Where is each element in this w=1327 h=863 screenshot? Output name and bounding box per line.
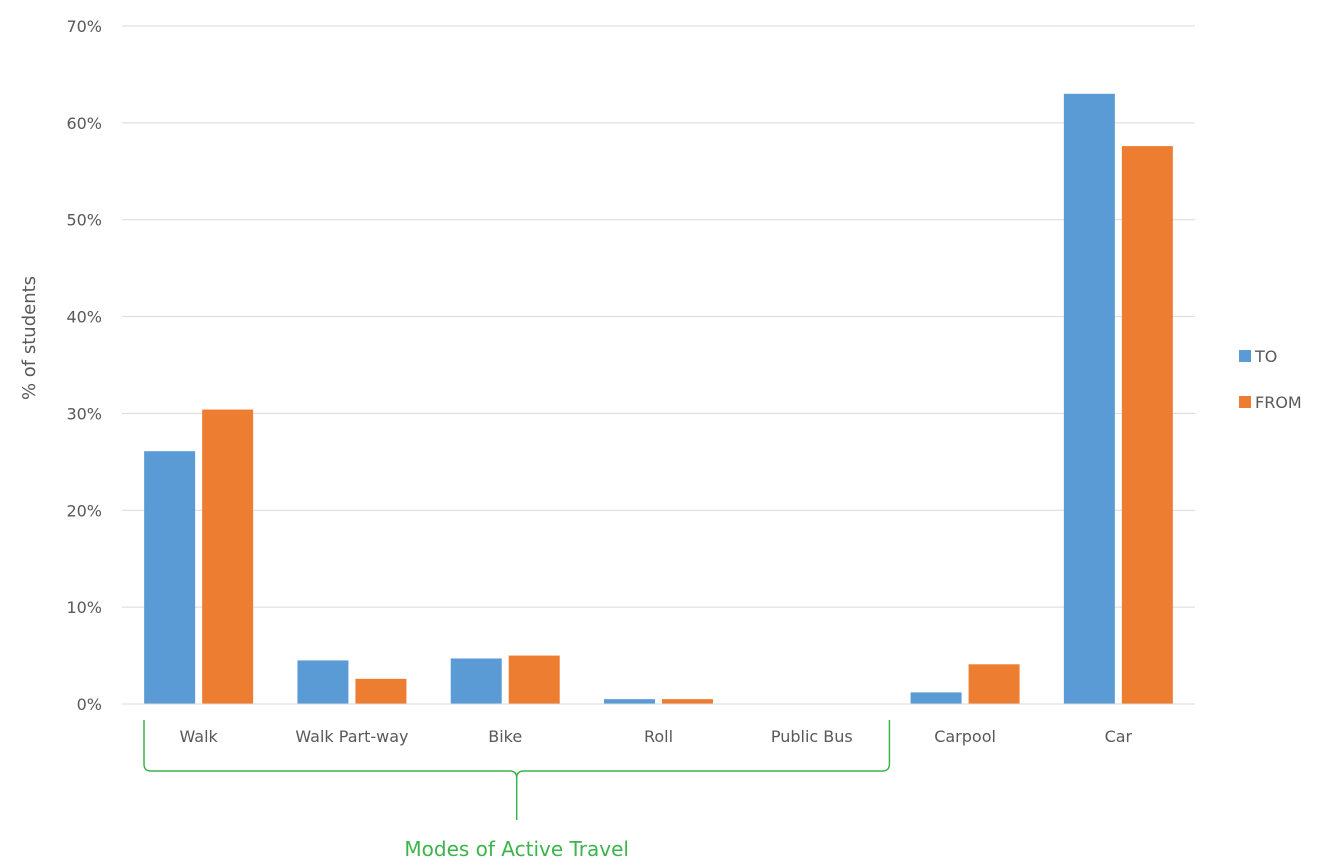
y-tick-label: 20% [66,501,102,520]
bar-from [968,664,1020,704]
bar-from [202,409,254,704]
y-axis-title: % of students [19,276,40,400]
x-category-label: Bike [488,727,522,746]
bar-to [450,658,502,704]
bar-to [297,660,349,704]
bar-to [604,699,655,704]
y-tick-label: 50% [66,211,102,230]
bar-to [1063,93,1115,705]
x-category-label: Walk [179,727,218,746]
bars [144,93,1173,705]
y-tick-label: 60% [66,114,102,133]
x-category-label: Public Bus [771,727,853,746]
bar-from [1121,146,1173,705]
legend-swatch [1239,396,1251,408]
x-category-label: Car [1105,727,1133,746]
legend-swatch [1239,350,1251,362]
category-labels: Walk Walk Part-way Bike Roll Public Bus Carpo… [179,727,1132,746]
legend-label: TO [1254,347,1277,366]
y-tick-label: 10% [66,598,102,617]
y-tick-label: 70% [66,17,102,36]
gridlines [122,25,1195,608]
bar-to [910,692,962,704]
x-category-label: Roll [644,727,673,746]
legend: TO FROM [1239,347,1302,412]
x-category-label: Walk Part-way [295,727,408,746]
x-category-label: Carpool [934,727,996,746]
bar-to [144,451,196,704]
active-travel-brace [143,720,891,820]
bar-from [662,699,713,704]
y-tick-label: 30% [66,404,102,423]
bar-from [508,655,560,704]
y-tick-label: 40% [66,308,102,327]
y-tick-label: 0% [77,695,102,714]
y-axis-ticks: 0% 10% 20% 30% 40% 50% 60% 70% [66,17,102,714]
bar-from [355,678,407,704]
active-travel-label: Modes of Active Travel [404,837,629,861]
legend-label: FROM [1255,393,1302,412]
